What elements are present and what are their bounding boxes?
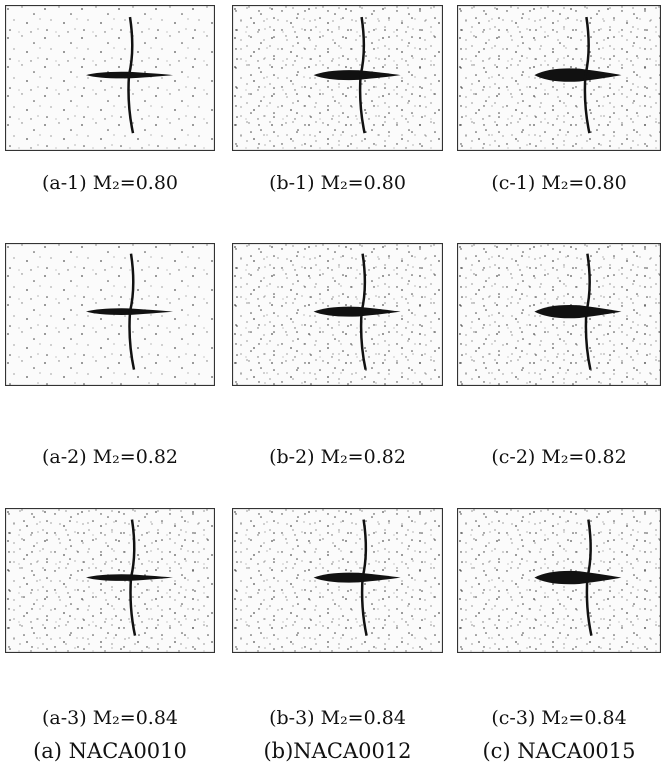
panel-caption: (c-3) M₂=0.84 (491, 707, 627, 729)
shock-wave (360, 519, 368, 636)
shock-wave (358, 16, 366, 134)
panel-caption: (c-1) M₂=0.80 (491, 172, 627, 194)
column-caption: (b)NACA0012 (263, 739, 412, 763)
panel-caption: (a-3) M₂=0.84 (42, 707, 178, 729)
panel-caption: (b-2) M₂=0.82 (269, 446, 406, 468)
panel-caption: (a-1) M₂=0.80 (42, 172, 178, 194)
shock-wave (359, 253, 367, 370)
airfoil (313, 572, 401, 583)
schlieren-image (5, 243, 215, 386)
shock-wave (129, 519, 137, 636)
schlieren-image (232, 5, 443, 151)
airfoil (534, 570, 622, 585)
shock-wave (585, 519, 593, 636)
panel-caption: (b-1) M₂=0.80 (269, 172, 406, 194)
column-caption: (c) NACA0015 (482, 739, 636, 763)
panel-caption: (b-3) M₂=0.84 (269, 707, 406, 729)
shock-wave (584, 253, 592, 370)
column-caption: (a) NACA0010 (33, 739, 187, 763)
shock-wave (127, 16, 135, 134)
schlieren-image (457, 508, 661, 653)
airfoil (86, 574, 173, 581)
shock-wave (128, 253, 136, 370)
airfoil (534, 304, 622, 319)
schlieren-image (5, 508, 215, 653)
shock-wave (583, 16, 591, 134)
airfoil (534, 68, 622, 82)
airfoil (313, 70, 401, 81)
panel-caption: (a-2) M₂=0.82 (42, 446, 178, 468)
airfoil (313, 306, 401, 317)
schlieren-image (5, 5, 215, 151)
schlieren-image (457, 243, 661, 386)
schlieren-image (457, 5, 661, 151)
schlieren-image (232, 508, 443, 653)
panel-caption: (c-2) M₂=0.82 (491, 446, 627, 468)
schlieren-image (232, 243, 443, 386)
